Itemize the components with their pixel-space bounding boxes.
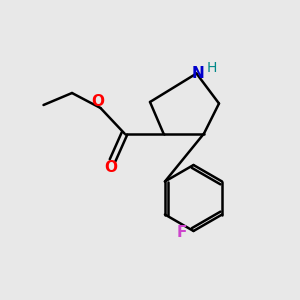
Text: H: H (206, 61, 217, 75)
Text: O: O (104, 160, 118, 175)
Text: O: O (92, 94, 105, 109)
Text: N: N (192, 66, 205, 81)
Text: F: F (177, 225, 187, 240)
